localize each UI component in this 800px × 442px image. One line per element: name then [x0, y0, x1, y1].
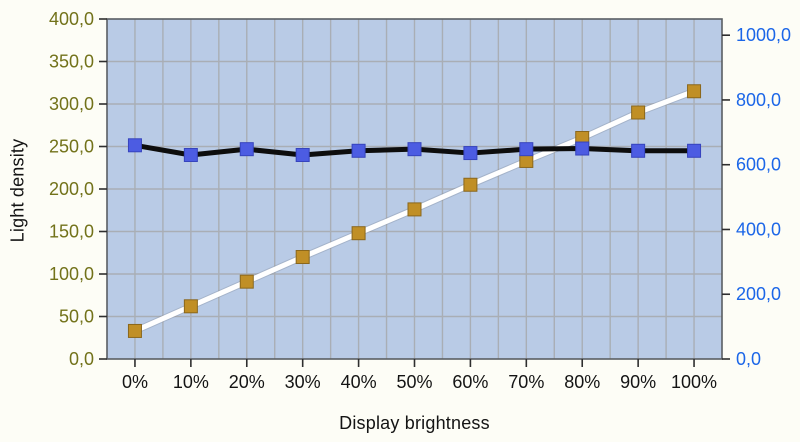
flat-black-line-marker — [295, 148, 310, 162]
light-density-white-line-marker — [127, 323, 142, 338]
left-axis-tick-label: 400,0 — [49, 9, 94, 29]
light-density-white-line-marker — [351, 226, 366, 241]
right-axis-tick-label: 200,0 — [736, 284, 781, 304]
x-axis-tick-label: 60% — [452, 372, 488, 392]
x-axis-tick-label: 20% — [229, 372, 265, 392]
flat-black-line-marker — [127, 138, 142, 153]
right-axis-tick-label: 400,0 — [736, 219, 781, 239]
light-density-white-line-marker — [407, 202, 422, 217]
light-density-white-line-marker — [183, 299, 198, 314]
x-axis-tick-label: 70% — [508, 372, 544, 392]
left-axis-tick-label: 300,0 — [49, 94, 94, 114]
left-axis-tick-label: 150,0 — [49, 222, 94, 242]
x-axis-tick-label: 0% — [122, 372, 148, 392]
light-density-white-line-marker — [463, 177, 478, 192]
x-axis-tick-label: 80% — [564, 372, 600, 392]
flat-black-line-marker — [351, 143, 366, 158]
flat-black-line-marker — [183, 148, 198, 162]
flat-black-line-marker — [407, 142, 422, 157]
flat-black-line-marker — [239, 142, 254, 157]
left-axis-tick-label: 100,0 — [49, 264, 94, 284]
light-density-white-line-marker — [687, 84, 702, 99]
right-axis-tick-label: 0,0 — [736, 349, 761, 369]
right-axis-tick-label: 600,0 — [736, 155, 781, 175]
x-axis-tick-label: 30% — [285, 372, 321, 392]
flat-black-line-marker — [463, 146, 478, 161]
flat-black-line-marker — [631, 143, 646, 158]
light-density-white-line-marker — [239, 274, 254, 289]
x-axis-tick-label: 40% — [341, 372, 377, 392]
left-axis-tick-label: 50,0 — [59, 307, 94, 327]
x-axis-title: Display brightness — [339, 413, 490, 433]
left-axis-tick-label: 350,0 — [49, 52, 94, 72]
flat-black-line-marker — [687, 143, 702, 158]
right-axis-tick-label: 800,0 — [736, 90, 781, 110]
x-axis-tick-label: 90% — [620, 372, 656, 392]
flat-black-line-marker — [575, 141, 590, 156]
x-axis-tick-label: 10% — [173, 372, 209, 392]
light-density-white-line-marker — [295, 250, 310, 264]
left-axis-tick-label: 200,0 — [49, 179, 94, 199]
right-axis-tick-label: 1000,0 — [736, 25, 791, 45]
x-axis-tick-label: 100% — [671, 372, 717, 392]
x-axis-tick-label: 50% — [396, 372, 432, 392]
left-axis-tick-label: 250,0 — [49, 137, 94, 157]
light-density-white-line-marker — [631, 105, 646, 120]
flat-black-line-marker — [519, 142, 534, 157]
light-density-white-line-marker — [519, 153, 534, 168]
left-axis-title: Light density — [7, 138, 28, 243]
left-axis-tick-label: 0,0 — [69, 349, 94, 369]
